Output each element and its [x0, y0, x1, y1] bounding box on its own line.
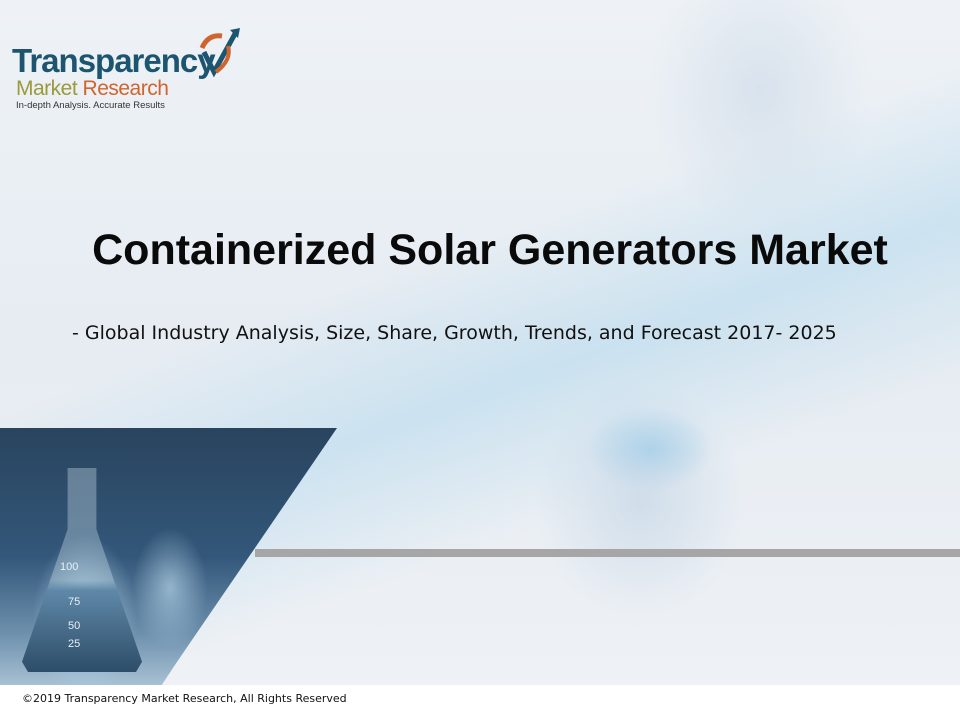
flask-mark: 25	[68, 638, 81, 650]
flask-mark: 50	[68, 620, 81, 632]
company-logo: Transparency Market Research In-depth An…	[12, 42, 216, 112]
logo-name: Transparency	[12, 42, 216, 79]
flask-mark: 75	[68, 596, 81, 608]
logo-tagline: In-depth Analysis. Accurate Results	[16, 100, 165, 111]
flask-mark: 100	[60, 561, 79, 573]
slide-subtitle: - Global Industry Analysis, Size, Share,…	[72, 322, 837, 344]
divider-bar	[255, 549, 960, 557]
logo-subname: Market Research	[16, 77, 169, 100]
logo-check-icon	[199, 28, 240, 78]
slide-title: Containerized Solar Generators Market	[92, 226, 888, 274]
copyright-footer: ©2019 Transparency Market Research, All …	[22, 692, 347, 705]
